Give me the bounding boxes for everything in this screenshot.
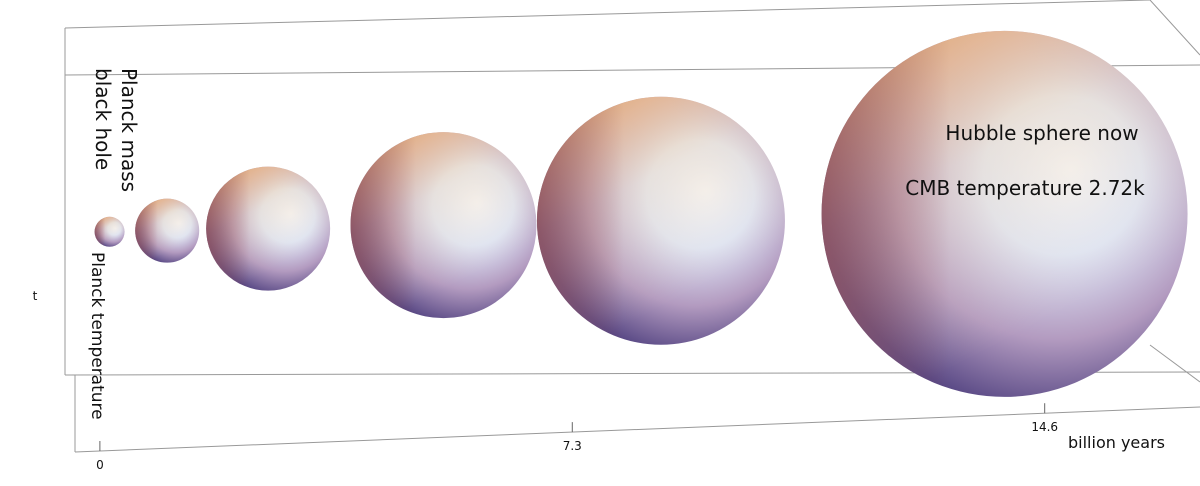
annotation: CMB temperature 2.72k	[905, 176, 1145, 200]
sphere-shade	[350, 132, 537, 319]
sphere-shade	[536, 96, 785, 345]
sphere	[350, 132, 537, 319]
annotation: Planck mass	[117, 68, 141, 192]
sphere	[94, 216, 125, 247]
x-tick-label: 14.6	[1031, 420, 1058, 434]
sphere-shade	[206, 166, 331, 291]
x-axis-label: billion years	[1068, 433, 1165, 452]
sphere	[206, 166, 331, 291]
y-axis-label: t	[33, 289, 38, 303]
annotation: Hubble sphere now	[945, 121, 1138, 145]
sphere-shade	[821, 30, 1188, 397]
sphere	[135, 198, 200, 263]
annotation: Planck temperature	[87, 252, 107, 420]
x-tick-label: 7.3	[563, 439, 582, 453]
sphere-shade	[94, 216, 125, 247]
x-tick-label: 0	[96, 458, 104, 472]
sphere	[821, 30, 1188, 397]
sphere	[536, 96, 785, 345]
sphere-shade	[135, 198, 200, 263]
annotation: black hole	[91, 68, 115, 170]
